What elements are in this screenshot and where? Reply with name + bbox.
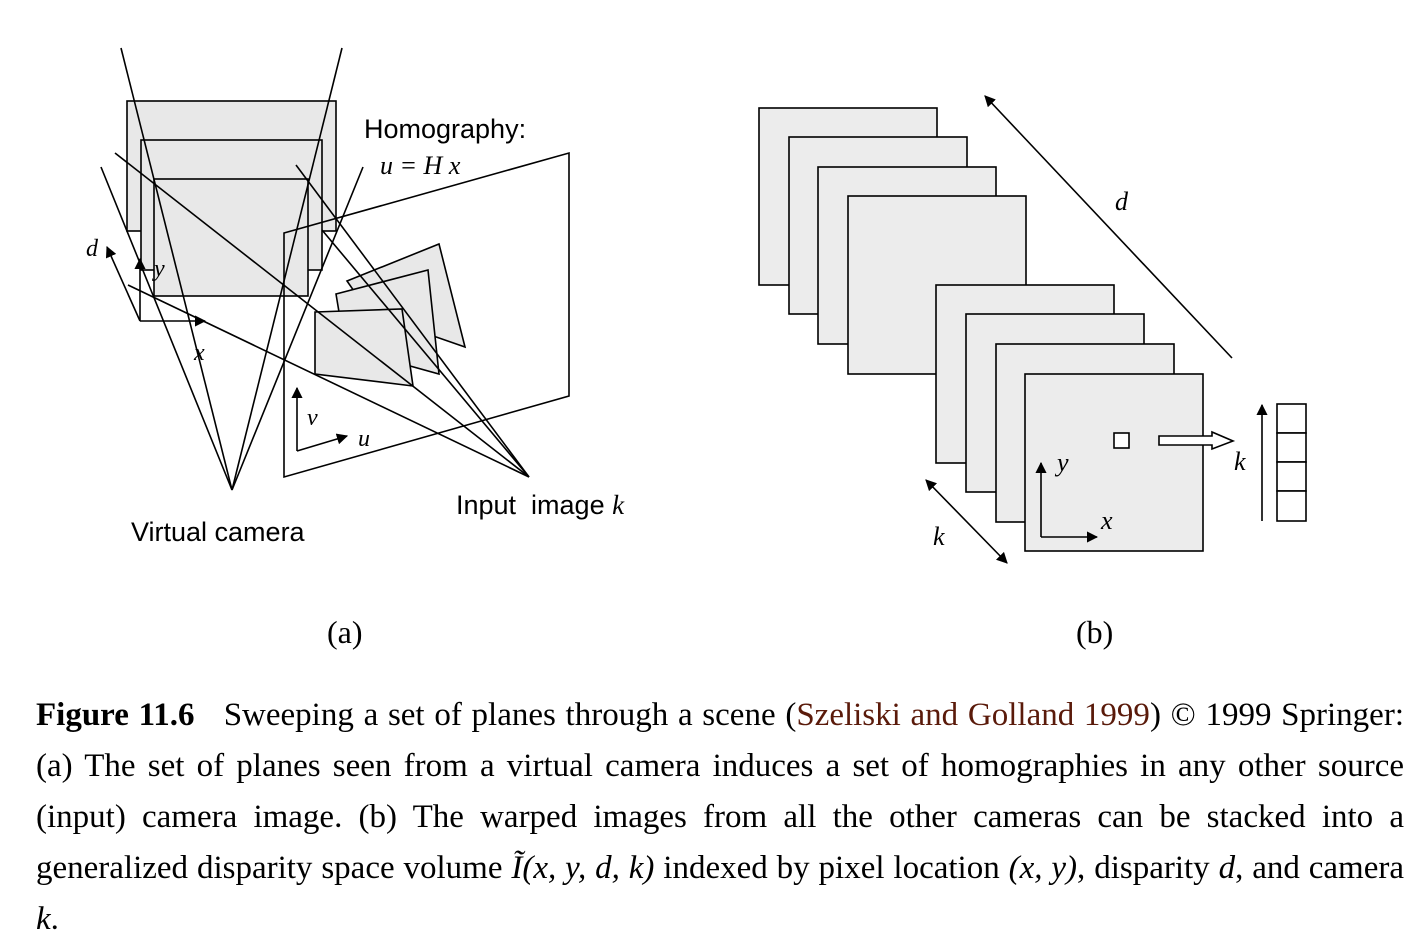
figure-caption: Figure 11.6 Sweeping a set of planes thr… — [36, 690, 1404, 945]
axis-v-label: v — [307, 405, 318, 431]
k-column-cell — [1276, 461, 1307, 492]
axis-d-label: d — [1115, 187, 1129, 216]
pixel-square — [1113, 432, 1130, 449]
k-column-cell — [1276, 490, 1307, 522]
input-image-label: Input image k — [456, 490, 625, 520]
caption-text-5: , and camera — [1235, 850, 1405, 886]
camera-symbol: k — [36, 901, 51, 937]
citation-link[interactable]: Szeliski and Golland 1999 — [796, 697, 1150, 733]
caption-text-3: indexed by pixel location — [654, 850, 1009, 886]
panel-b-diagram — [758, 95, 1307, 564]
homography-label: Homography: — [364, 114, 526, 144]
input-image-var: k — [612, 490, 625, 520]
caption-text-6: . — [50, 901, 59, 937]
axis-k-bottom-label: k — [933, 522, 945, 551]
k-column-cell — [1276, 403, 1307, 434]
panel-a-diagram — [100, 47, 570, 491]
frustum-line — [231, 166, 364, 491]
input-image-plane — [283, 151, 570, 479]
virtual-camera-label: Virtual camera — [131, 517, 306, 547]
figure-illustration: Homography: u = H x d y x v u Virtual ca… — [86, 47, 1307, 564]
caption-text-2: ) © 1999 Springer: (a) The set of planes… — [36, 697, 1404, 886]
input-ray — [114, 152, 530, 478]
axis-k-right-label: k — [1234, 447, 1246, 476]
axis-x-label: x — [193, 340, 205, 366]
caption-text-4: , disparity — [1077, 850, 1219, 886]
axis-u-arrow — [296, 433, 349, 452]
axis-x-label: x — [1100, 506, 1113, 535]
k-column-cell — [1276, 432, 1307, 463]
disparity-symbol: d — [1218, 850, 1236, 886]
frustum-line — [120, 47, 233, 491]
axis-y-label: y — [152, 256, 165, 282]
axis-y-label: y — [1054, 448, 1069, 477]
axis-u-label: u — [358, 426, 370, 452]
volume-symbol: Ĩ(x, y, d, k) — [511, 850, 655, 886]
frustum-line — [100, 166, 233, 491]
subfigure-label-a: (a) — [327, 614, 363, 650]
axis-d-arrow — [984, 95, 1233, 359]
axis-d-arrow — [105, 245, 141, 322]
input-ray — [127, 284, 530, 478]
caption-text-1: Sweeping a set of planes through a scene… — [223, 697, 797, 733]
input-ray — [295, 164, 530, 478]
figure-label: Figure 11.6 — [36, 697, 195, 733]
input-ray — [321, 229, 530, 478]
subfigure-label-b: (b) — [1076, 614, 1114, 650]
axis-d-label: d — [86, 236, 99, 262]
volume-slice-front — [1024, 373, 1204, 552]
axis-k-arrow — [925, 479, 1008, 564]
frustum-line — [231, 47, 343, 491]
pixel-location-symbol: (x, y) — [1008, 850, 1078, 886]
sweep-plane-3 — [153, 178, 309, 297]
input-image-text: Input image — [456, 490, 605, 520]
homography-equation: u = H x — [380, 151, 461, 180]
hollow-arrow — [1158, 430, 1236, 451]
